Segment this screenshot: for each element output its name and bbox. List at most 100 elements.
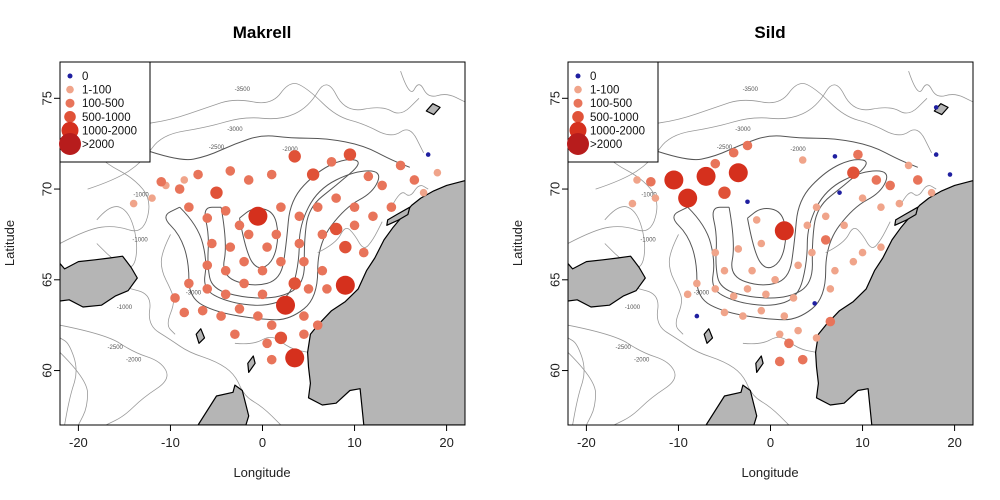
catch-point [239, 278, 249, 289]
catch-point [693, 279, 701, 288]
catch-point [821, 212, 830, 221]
panel-title: Sild [754, 23, 785, 42]
contour-label: -1000 [133, 192, 149, 198]
land [568, 255, 646, 308]
catch-point [234, 304, 245, 314]
depth-contour [673, 170, 888, 321]
catch-point [419, 188, 428, 197]
catch-point [739, 312, 747, 320]
catch-point [646, 176, 656, 187]
catch-point [745, 199, 750, 205]
catch-point [299, 256, 309, 267]
contour-label: -2000 [634, 357, 650, 363]
depth-contour [87, 84, 420, 190]
catch-point [299, 311, 309, 321]
catch-point [248, 206, 268, 226]
catch-point [757, 306, 766, 315]
depth-contour [742, 337, 817, 353]
y-tick-label: 65 [547, 273, 562, 287]
legend-symbol [574, 85, 582, 94]
catch-point [306, 168, 320, 181]
catch-point [633, 176, 641, 184]
catch-point [339, 240, 352, 254]
x-tick-label: 0 [767, 435, 774, 450]
land-masses [568, 103, 973, 425]
catch-point [179, 307, 190, 318]
catch-point [294, 238, 305, 249]
catch-point [285, 348, 305, 368]
catch-point [312, 320, 323, 330]
x-tick-label: -20 [577, 435, 596, 450]
catch-point [812, 301, 817, 306]
catch-point [775, 330, 784, 339]
catch-point [718, 186, 731, 199]
catch-point [220, 206, 231, 216]
legend-label: 500-1000 [590, 112, 639, 124]
depth-contour [105, 83, 424, 153]
land [307, 179, 465, 425]
depth-contour [60, 352, 89, 425]
catch-point [317, 229, 328, 240]
depth-contour [391, 185, 429, 208]
plot-area: -3500 -3000 -2500 -2000 -1000 -1000 -200… [568, 70, 973, 425]
depth-contour [160, 234, 176, 335]
catch-point [771, 276, 779, 284]
depth-contour [595, 84, 928, 190]
catch-point [322, 284, 332, 294]
catch-point [331, 193, 341, 203]
legend-symbol [567, 133, 589, 155]
x-tick-label: -10 [669, 435, 688, 450]
land-masses [60, 103, 465, 425]
catch-point [794, 261, 802, 270]
catch-point [742, 140, 753, 151]
y-tick-label: 70 [39, 182, 54, 196]
land [703, 328, 714, 344]
catch-point [728, 163, 748, 183]
contour-label: -1000 [132, 238, 148, 244]
catch-point [317, 265, 328, 276]
land [197, 384, 250, 425]
legend-symbol [65, 98, 75, 108]
catch-points [129, 148, 442, 368]
catch-point [234, 220, 245, 231]
catch-point [904, 161, 913, 170]
catch-point [826, 285, 835, 293]
catch-point [156, 176, 167, 187]
catch-point [363, 171, 374, 182]
contour-label: -3000 [227, 127, 243, 133]
depth-contour [613, 83, 932, 153]
catch-point [825, 316, 836, 327]
land [425, 103, 441, 116]
depth-contour [568, 279, 790, 425]
axes: -20 -10 0 10 20 60 65 70 75 [39, 91, 453, 450]
catch-point [299, 329, 309, 340]
catch-point [216, 311, 226, 321]
catch-point [409, 175, 420, 185]
land [815, 179, 973, 425]
catch-point [395, 160, 406, 171]
catch-point [349, 202, 360, 212]
legend-label: 1000-2000 [82, 125, 137, 137]
land [60, 255, 138, 308]
depth-contour [568, 324, 676, 425]
legend-label: 1-100 [590, 85, 619, 97]
catch-point [812, 203, 821, 211]
x-tick-label: 10 [855, 435, 869, 450]
contour-label: -3000 [694, 290, 710, 296]
catch-point [180, 176, 189, 184]
catch-point [274, 331, 288, 345]
catch-point [628, 199, 637, 208]
catch-point [895, 199, 904, 208]
catch-point [820, 235, 831, 245]
contour-label: -1000 [640, 238, 656, 244]
catch-point [752, 216, 761, 224]
catch-point [678, 188, 698, 208]
legend-symbol [575, 73, 581, 79]
catch-point [257, 289, 268, 300]
map-panel-sild: Sild -3500 -3000 -2500 -2000 -1000 -1000… [510, 23, 974, 480]
legend-label: 100-500 [82, 98, 124, 110]
y-tick-label: 70 [547, 182, 562, 196]
catch-point [148, 194, 156, 202]
catch-point [711, 285, 720, 293]
